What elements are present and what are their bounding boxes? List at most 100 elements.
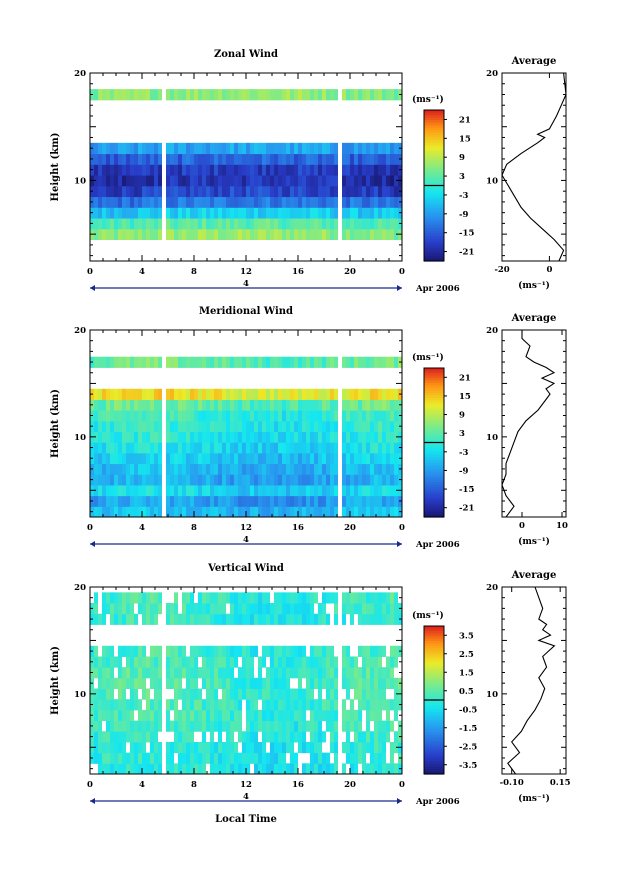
heatmap-cell [358, 720, 362, 732]
heatmap-cell [362, 185, 366, 198]
heatmap-cell [242, 452, 246, 465]
heatmap-cell [346, 442, 350, 454]
heatmap-cell [230, 645, 234, 657]
heatmap-cell [134, 356, 138, 368]
heatmap-cell [282, 741, 286, 754]
heatmap-cell [242, 218, 246, 230]
heatmap-cell [262, 645, 266, 657]
heatmap-cell [334, 399, 338, 411]
heatmap-cell [318, 399, 322, 411]
heatmap-cell [330, 463, 334, 475]
heatmap-cell [138, 431, 142, 443]
heatmap-cell [206, 153, 210, 165]
heatmap-cell [154, 196, 158, 208]
heatmap-cell [350, 89, 354, 101]
heatmap-cell [178, 218, 182, 230]
heatmap-cell [130, 709, 134, 722]
heatmap-cell [238, 452, 242, 465]
heatmap-cell [110, 495, 114, 507]
colorbar-tick-label: 3 [459, 429, 465, 439]
heatmap-cell [298, 164, 302, 176]
heatmap-cell [150, 667, 154, 679]
heatmap-cell [246, 196, 250, 208]
heatmap-cell [386, 164, 390, 176]
heatmap-cell [366, 495, 370, 507]
heatmap-cell [246, 741, 250, 754]
heatmap-cell [182, 431, 186, 443]
heatmap-cell [154, 142, 158, 155]
heatmap-cell [130, 452, 134, 465]
heatmap-cell [154, 388, 158, 400]
heatmap-cell [346, 431, 350, 443]
heatmap-cell [122, 495, 126, 507]
heatmap-cell [226, 677, 230, 690]
heatmap-cell [358, 175, 362, 187]
heatmap-cell [114, 763, 118, 775]
heatmap-cell [326, 709, 330, 722]
heatmap-cell [126, 175, 130, 187]
heatmap-cell [154, 410, 158, 422]
heatmap-cell [370, 463, 374, 475]
heatmap-cell [190, 218, 194, 230]
heatmap-cell [166, 218, 170, 230]
heatmap-cell [210, 463, 214, 475]
heatmap-cell [278, 709, 282, 722]
colorbar-segment [424, 430, 444, 434]
heatmap-cell [266, 185, 270, 198]
heatmap-cell [350, 228, 354, 241]
heatmap-cell [230, 185, 234, 198]
heatmap-cell [342, 388, 346, 400]
heatmap-cell [230, 592, 234, 604]
colorbar-segment [424, 127, 444, 131]
heatmap-cell [282, 164, 286, 176]
heatmap-cell [254, 399, 258, 411]
heatmap-cell [222, 175, 226, 187]
heatmap-cell [158, 228, 162, 241]
heatmap-cell [390, 153, 394, 165]
heatmap-cell [254, 699, 258, 711]
heatmap-cell [154, 218, 158, 230]
heatmap-cell [194, 420, 198, 433]
heatmap-cell [194, 613, 198, 625]
heatmap-cell [358, 495, 362, 507]
heatmap-cell [330, 645, 334, 657]
heatmap-cell [98, 164, 102, 176]
heatmap-cell [318, 420, 322, 433]
heatmap-cell [290, 228, 294, 241]
heatmap-cell [358, 442, 362, 454]
heatmap-cell [178, 185, 182, 198]
average-y-tick-label: 10 [486, 176, 498, 186]
colorbar-segment [424, 444, 444, 449]
heatmap-cell [170, 388, 174, 400]
heatmap-cell [366, 399, 370, 411]
heatmap-cell [246, 89, 250, 101]
heatmap-cell [306, 207, 310, 219]
heatmap-cell [366, 677, 370, 690]
heatmap-cell [238, 645, 242, 657]
heatmap-cell [214, 741, 218, 754]
heatmap-cell [118, 656, 122, 668]
heatmap-cell [130, 420, 134, 433]
heatmap-cell [254, 89, 258, 101]
heatmap-cell [350, 506, 354, 518]
heatmap-cell [226, 218, 230, 230]
heatmap-cell [134, 399, 138, 411]
heatmap-cell [310, 196, 314, 208]
heatmap-cell [318, 388, 322, 400]
heatmap-cell [326, 495, 330, 507]
heatmap-cell [134, 484, 138, 497]
heatmap-cell [174, 442, 178, 454]
heatmap-cell [298, 452, 302, 465]
heatmap-cell [370, 645, 374, 657]
heatmap-cell [182, 89, 186, 101]
heatmap-cell [114, 752, 118, 764]
heatmap-cell [294, 688, 298, 700]
heatmap-cell [370, 388, 374, 400]
heatmap-cell [258, 763, 262, 775]
heatmap-cell [174, 474, 178, 486]
heatmap-cell [286, 506, 290, 518]
heatmap-cell [258, 207, 262, 219]
colorbar-segment [424, 407, 444, 411]
heatmap-cell [390, 699, 394, 711]
heatmap-cell [378, 356, 382, 368]
